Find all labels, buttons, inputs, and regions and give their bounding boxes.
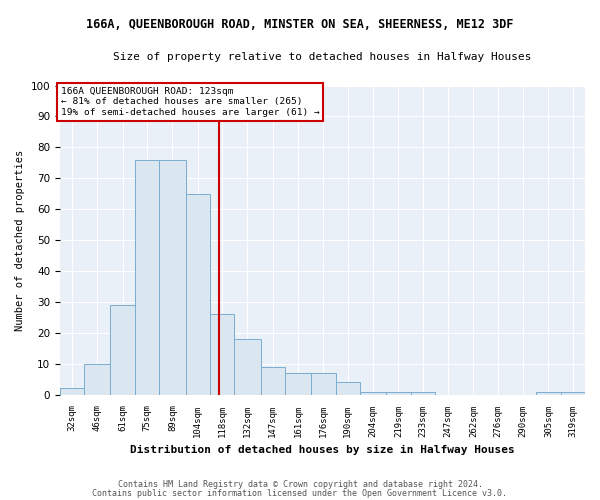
Bar bbox=[260, 367, 285, 394]
Bar bbox=[335, 382, 360, 394]
Bar bbox=[285, 373, 311, 394]
Bar bbox=[135, 160, 160, 394]
Bar bbox=[210, 314, 235, 394]
Bar bbox=[60, 388, 85, 394]
Bar bbox=[85, 364, 110, 394]
Bar bbox=[185, 194, 210, 394]
Bar bbox=[311, 373, 335, 394]
Text: Contains public sector information licensed under the Open Government Licence v3: Contains public sector information licen… bbox=[92, 488, 508, 498]
Bar bbox=[160, 160, 185, 394]
Bar bbox=[560, 392, 585, 394]
Bar bbox=[360, 392, 386, 394]
Bar bbox=[386, 392, 410, 394]
X-axis label: Distribution of detached houses by size in Halfway Houses: Distribution of detached houses by size … bbox=[130, 445, 515, 455]
Y-axis label: Number of detached properties: Number of detached properties bbox=[15, 150, 25, 330]
Bar bbox=[536, 392, 560, 394]
Text: Contains HM Land Registry data © Crown copyright and database right 2024.: Contains HM Land Registry data © Crown c… bbox=[118, 480, 482, 489]
Title: Size of property relative to detached houses in Halfway Houses: Size of property relative to detached ho… bbox=[113, 52, 532, 62]
Bar bbox=[235, 339, 260, 394]
Text: 166A QUEENBOROUGH ROAD: 123sqm
← 81% of detached houses are smaller (265)
19% of: 166A QUEENBOROUGH ROAD: 123sqm ← 81% of … bbox=[61, 87, 320, 117]
Text: 166A, QUEENBOROUGH ROAD, MINSTER ON SEA, SHEERNESS, ME12 3DF: 166A, QUEENBOROUGH ROAD, MINSTER ON SEA,… bbox=[86, 18, 514, 30]
Bar bbox=[410, 392, 435, 394]
Bar bbox=[110, 305, 135, 394]
